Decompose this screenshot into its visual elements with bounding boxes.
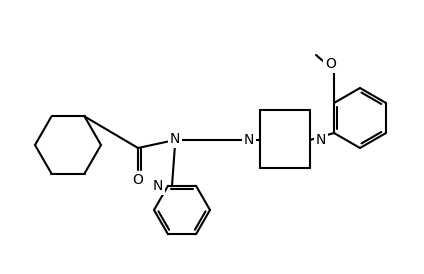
Text: O: O [326,57,336,71]
Text: N: N [244,133,254,147]
Text: N: N [170,132,180,146]
Text: O: O [133,173,143,187]
Text: N: N [316,133,326,147]
Text: N: N [153,179,163,193]
